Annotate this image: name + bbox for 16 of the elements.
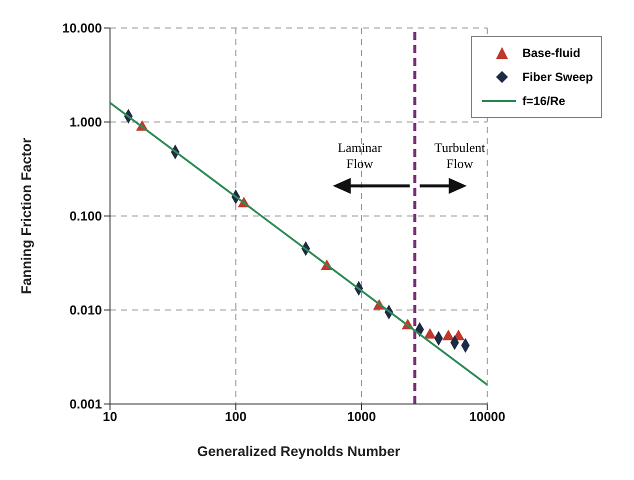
y-tick-label: 10.000 bbox=[62, 20, 102, 36]
annotation: Turbulent Flow bbox=[434, 140, 486, 171]
y-tick-label: 0.010 bbox=[69, 302, 102, 318]
y-tick-label: 0.001 bbox=[69, 396, 102, 412]
y-axis-title: Fanning Friction Factor bbox=[18, 137, 34, 294]
x-tick-label: 100 bbox=[224, 409, 247, 424]
x-tick-label: 1000 bbox=[347, 409, 376, 424]
y-tick-label: 0.100 bbox=[69, 208, 102, 224]
x-tick-label: 10000 bbox=[469, 409, 506, 424]
legend-label: f=16/Re bbox=[522, 94, 566, 108]
legend-label: Base-fluid bbox=[522, 46, 580, 60]
annotation: Laminar Flow bbox=[338, 140, 382, 171]
x-tick-label: 10 bbox=[102, 409, 118, 424]
y-tick-label: 1.000 bbox=[69, 114, 102, 130]
x-axis-title: Generalized Reynolds Number bbox=[197, 443, 401, 459]
legend-label: Fiber Sweep bbox=[522, 70, 593, 84]
